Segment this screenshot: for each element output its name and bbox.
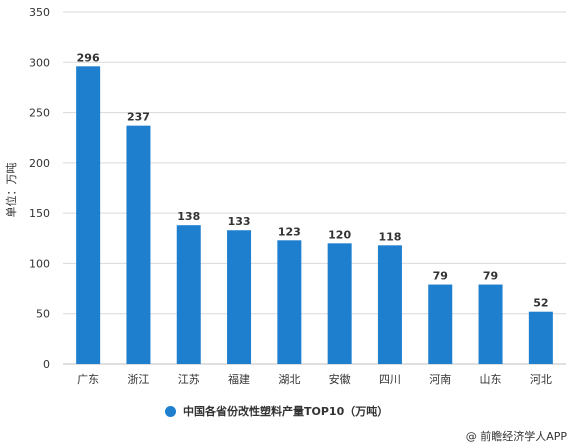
y-tick-label: 50	[36, 308, 50, 321]
data-label: 133	[228, 215, 251, 228]
legend-label: 中国各省份改性塑料产量TOP10（万吨）	[183, 405, 389, 418]
x-tick-label: 浙江	[127, 373, 149, 386]
data-label: 79	[433, 270, 448, 283]
x-tick-label: 河南	[429, 373, 451, 386]
data-label: 123	[278, 225, 301, 238]
data-label: 138	[177, 210, 200, 223]
data-labels: 296 237 138 133 123 120 118 79 79 52	[77, 51, 549, 309]
x-tick-label: 湖北	[278, 373, 300, 386]
bar	[327, 243, 352, 364]
bar	[227, 230, 252, 364]
y-tick-label: 300	[29, 56, 50, 69]
bar	[478, 284, 503, 364]
y-tick-label: 200	[29, 157, 50, 170]
data-label: 120	[328, 228, 351, 241]
y-tick-label: 350	[29, 6, 50, 19]
x-tick-label: 四川	[379, 373, 401, 386]
x-tick-label: 广东	[77, 373, 99, 386]
x-tick-label: 山东	[480, 373, 502, 386]
bar	[377, 245, 402, 364]
bar	[428, 284, 453, 364]
data-label: 52	[533, 297, 548, 310]
data-label: 296	[77, 51, 100, 64]
bar	[76, 66, 101, 365]
y-tick-label: 150	[29, 207, 50, 220]
y-axis-ticks: 0 50 100 150 200 250 300 350	[29, 6, 50, 371]
data-label: 79	[483, 270, 498, 283]
x-tick-label: 江苏	[178, 373, 200, 386]
bars	[76, 66, 553, 365]
data-label: 237	[127, 111, 150, 124]
bar	[126, 125, 151, 364]
y-tick-label: 250	[29, 107, 50, 120]
y-tick-label: 0	[43, 358, 50, 371]
x-tick-label: 安徽	[329, 372, 351, 386]
bar	[277, 240, 302, 364]
x-tick-label: 福建	[228, 372, 250, 386]
bar	[176, 225, 201, 364]
bar	[528, 311, 553, 364]
x-axis-ticks: 广东 浙江 江苏 福建 湖北 安徽 四川 河南 山东 河北	[77, 372, 552, 386]
x-tick-label: 河北	[530, 373, 552, 386]
source-credit: @ 前瞻经济学人APP	[465, 430, 567, 443]
y-axis-label: 单位：万吨	[4, 163, 18, 218]
y-tick-label: 100	[29, 257, 50, 270]
legend: 中国各省份改性塑料产量TOP10（万吨）	[165, 403, 388, 419]
data-label: 118	[378, 230, 401, 243]
legend-marker	[165, 405, 176, 417]
